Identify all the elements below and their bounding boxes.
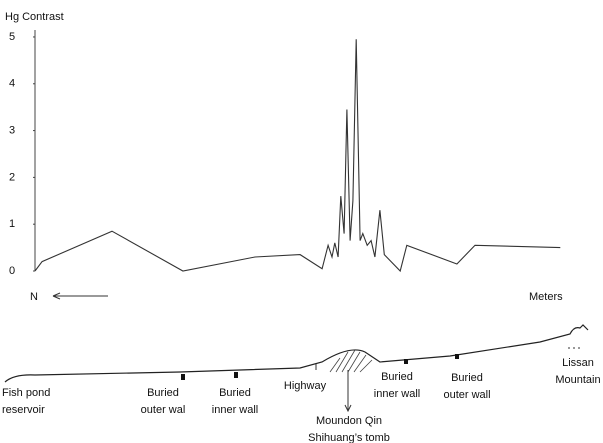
profile-label: Lissan bbox=[562, 357, 594, 369]
profile-label: outer wal bbox=[141, 404, 186, 416]
chart: Hg Contrast Meters N 0 1 2 3 4 5 Fish pond rese… bbox=[0, 0, 603, 443]
y-tick-label: 5 bbox=[9, 31, 15, 43]
profile-label: Buried bbox=[451, 372, 483, 384]
profile-label: reservoir bbox=[2, 404, 45, 416]
profile-label: inner wall bbox=[374, 388, 420, 400]
page: {"chart_data": {"type": "line", "y_label… bbox=[0, 0, 603, 443]
wall-marker bbox=[455, 354, 459, 359]
wall-marker bbox=[404, 359, 408, 364]
wall-marker bbox=[181, 374, 185, 380]
y-tick-label: 4 bbox=[9, 78, 15, 90]
y-tick-label: 1 bbox=[9, 218, 15, 230]
profile-label: Mountain bbox=[555, 374, 600, 386]
profile-label: Buried bbox=[147, 387, 179, 399]
profile-label: Moundon Qin bbox=[316, 415, 382, 427]
direction-label: N bbox=[30, 291, 38, 303]
ground-profile bbox=[5, 325, 588, 382]
y-tick-label: 3 bbox=[9, 124, 15, 136]
profile-label: inner wall bbox=[212, 404, 258, 416]
profile-label: Buried bbox=[381, 371, 413, 383]
data-line bbox=[35, 39, 560, 271]
wall-marker bbox=[234, 372, 238, 378]
profile-label: Highway bbox=[284, 380, 327, 392]
profile-label: outer wall bbox=[443, 389, 490, 401]
y-tick-label: 2 bbox=[9, 171, 15, 183]
x-axis-title: Meters bbox=[529, 291, 563, 303]
y-axis-title: Hg Contrast bbox=[5, 11, 64, 23]
profile-label: Shihuang’s tomb bbox=[308, 432, 390, 443]
profile-label: Buried bbox=[219, 387, 251, 399]
mound-hatching bbox=[330, 350, 372, 372]
profile-label: Fish pond bbox=[2, 387, 50, 399]
y-tick-label: 0 bbox=[9, 265, 15, 277]
